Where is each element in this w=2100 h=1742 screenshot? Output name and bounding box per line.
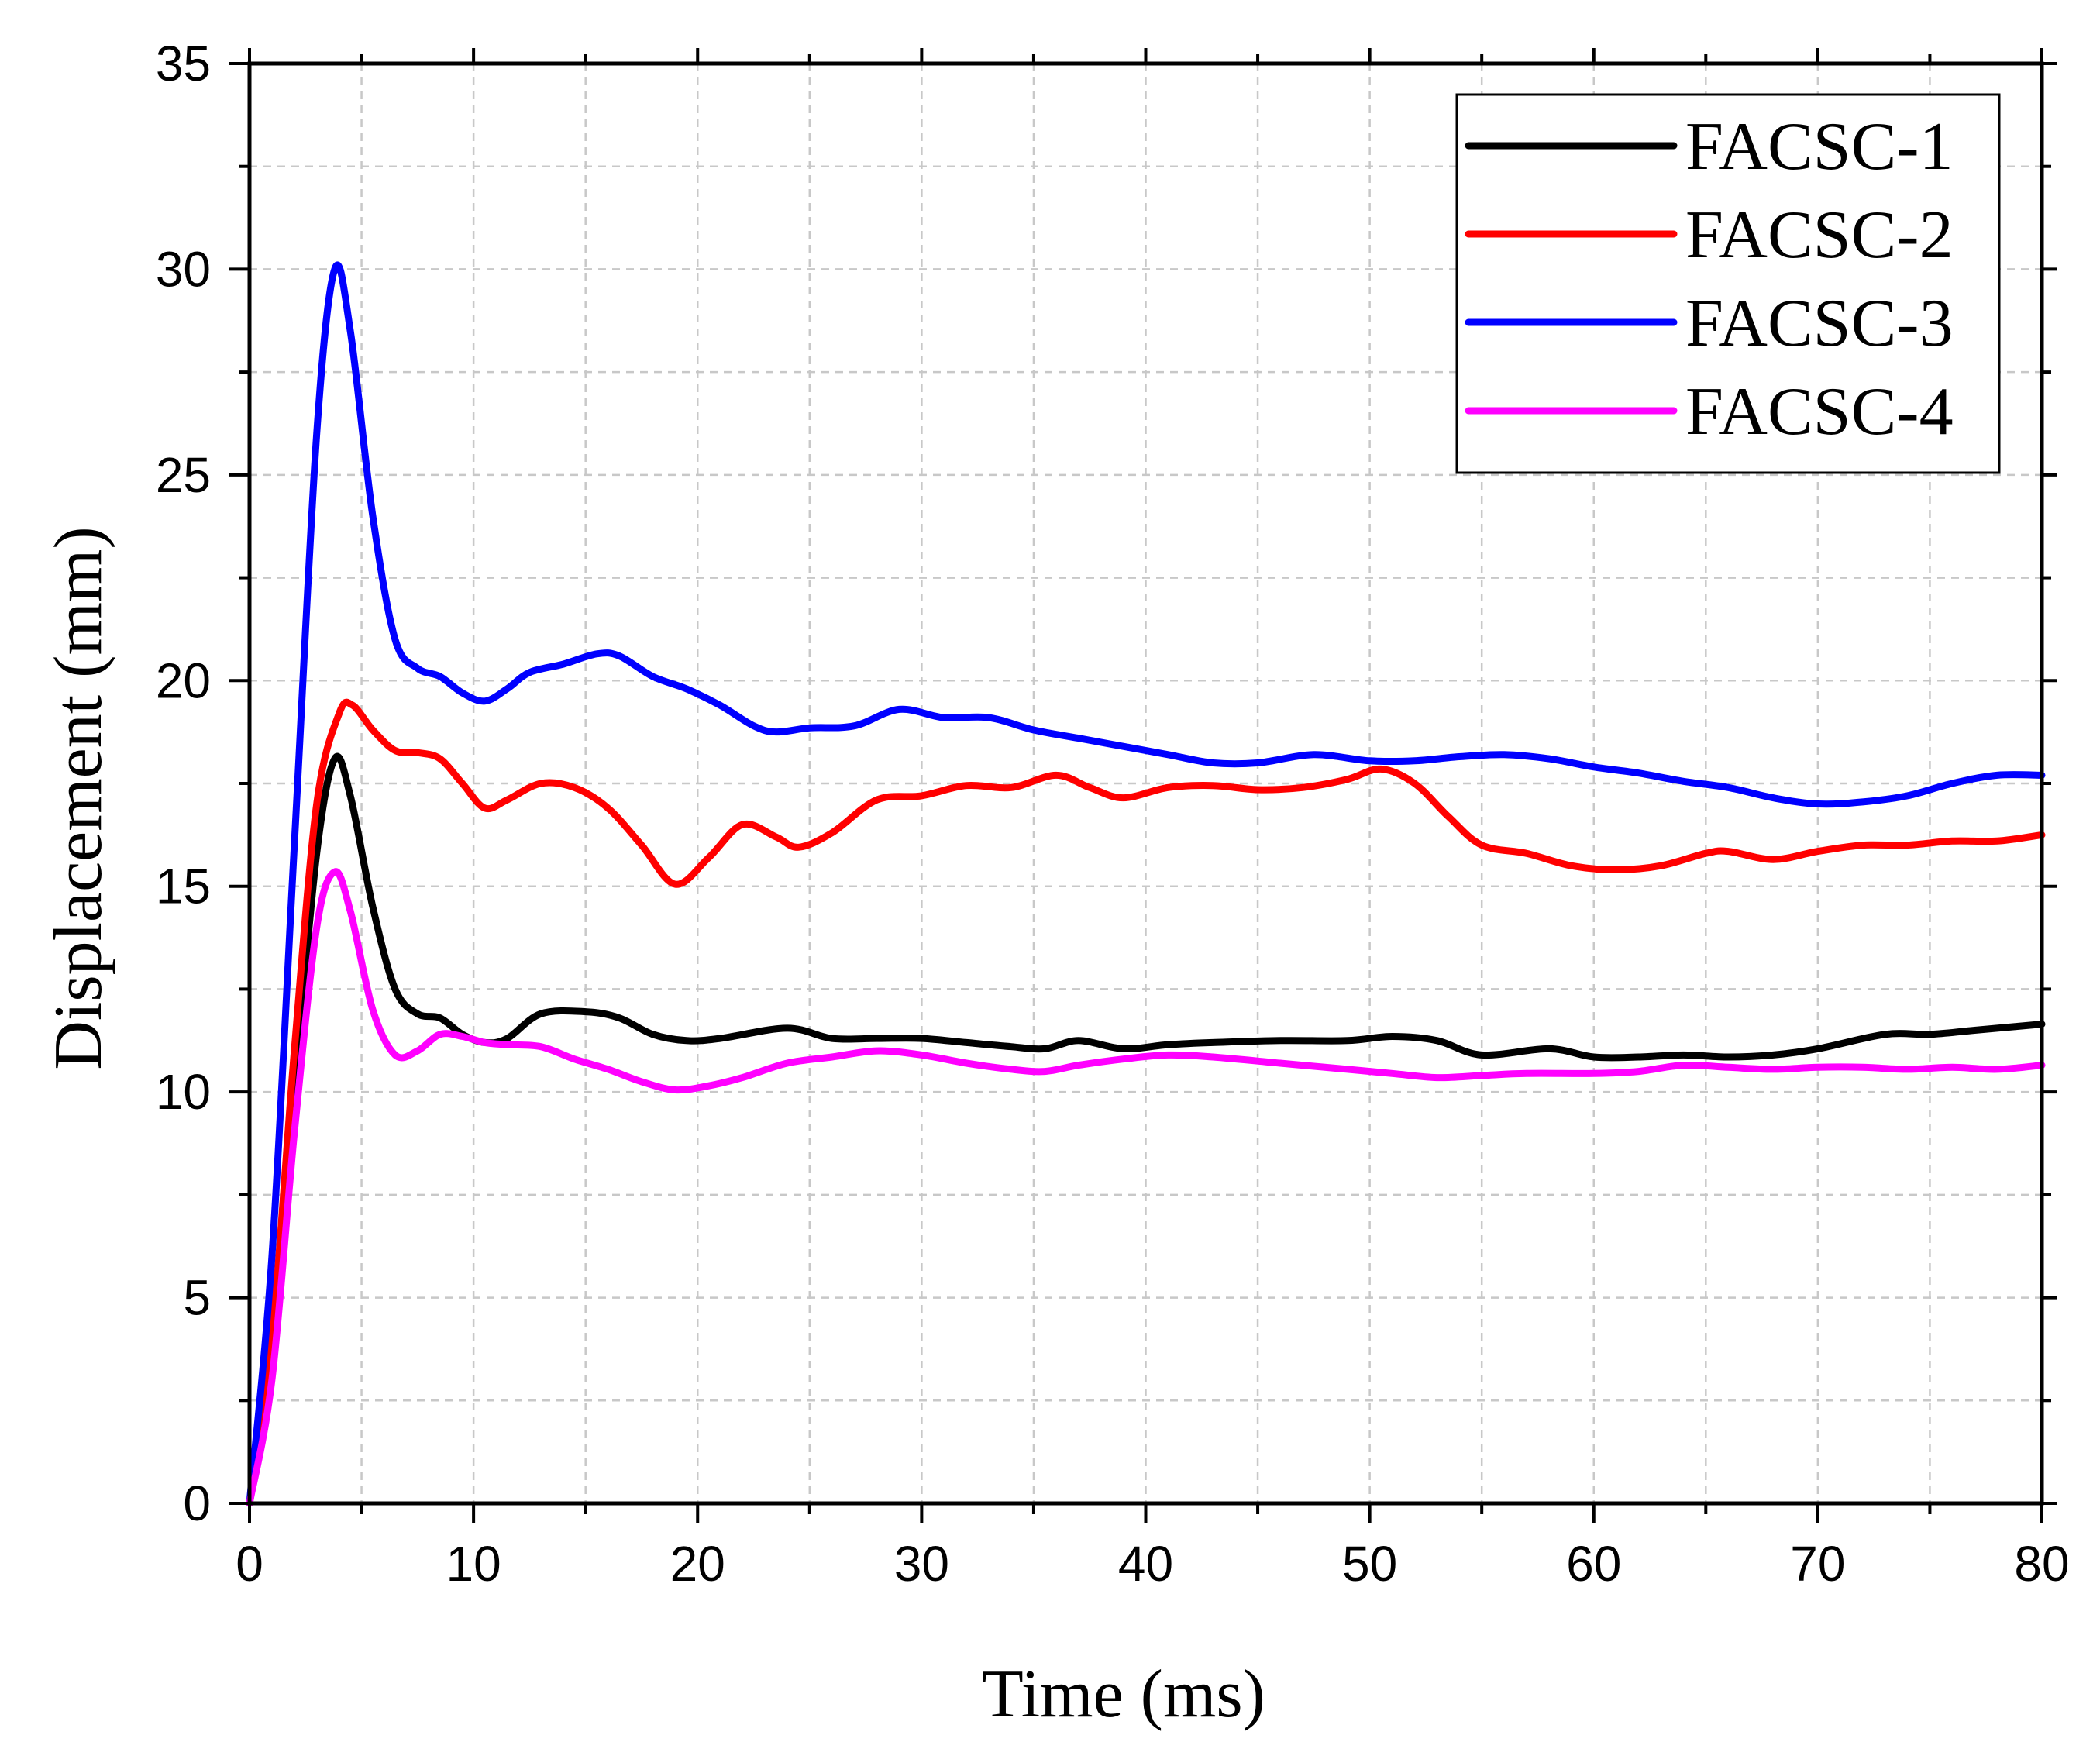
y-tick-label: 5 [183,1270,211,1326]
x-tick-label: 70 [1790,1536,1845,1592]
tick-labels: 0 10 20 30 40 50 60 70 80 0 5 10 15 20 25 30 35 [156,36,2070,1592]
x-axis-title: Time (ms) [982,1657,1265,1732]
y-tick-label: 10 [156,1064,211,1120]
series-line-facsc-4 [246,868,2046,1507]
x-tick-label: 0 [236,1536,263,1592]
x-tick-label: 30 [894,1536,949,1592]
series-line-facsc-2 [246,698,2046,1507]
legend: FACSC-1 FACSC-2 FACSC-3 FACSC-4 [1455,93,2001,474]
y-axis-title: Displacement (mm) [41,526,116,1069]
x-tick-label: 60 [1566,1536,1621,1592]
x-tick-label: 10 [446,1536,501,1592]
y-tick-label: 25 [156,447,211,503]
legend-label: FACSC-4 [1685,374,1954,449]
series-line-facsc-1 [246,752,2046,1507]
y-tick-label: 0 [183,1475,211,1531]
x-tick-label: 50 [1342,1536,1397,1592]
x-tick-label: 40 [1118,1536,1173,1592]
series-line-facsc-3 [246,261,2046,1507]
legend-label: FACSC-1 [1685,109,1954,184]
y-tick-label: 20 [156,652,211,708]
x-tick-label: 20 [670,1536,725,1592]
series-layer [246,261,2046,1507]
y-tick-label: 35 [156,36,211,91]
legend-label: FACSC-2 [1685,198,1954,273]
y-tick-label: 30 [156,241,211,297]
x-tick-label: 80 [2014,1536,2069,1592]
legend-label: FACSC-3 [1685,286,1954,361]
y-tick-label: 15 [156,859,211,914]
axes [229,48,2057,1523]
